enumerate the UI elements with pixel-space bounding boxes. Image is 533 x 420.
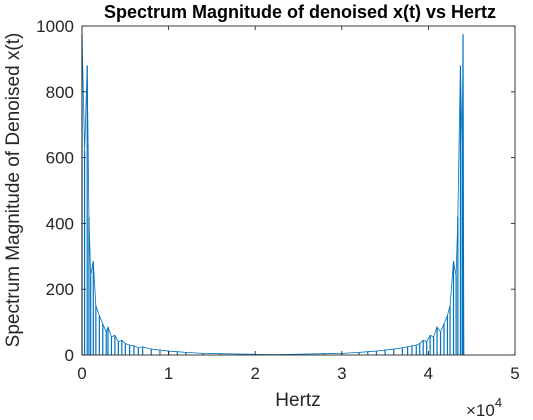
y-tick-label: 200 xyxy=(46,280,74,299)
axes-box xyxy=(81,25,516,356)
series-0 xyxy=(81,34,465,356)
y-tick-label: 1000 xyxy=(36,17,74,36)
y-tick-label: 600 xyxy=(46,149,74,168)
y-tick-label: 800 xyxy=(46,83,74,102)
x-axis-label: Hertz xyxy=(275,390,320,411)
y-axis-label: Spectrum Magnitude of Denoised x(t) xyxy=(3,33,24,348)
y-axis: 0 200 400 600 800 1000 xyxy=(36,17,515,365)
x-exponent-base: ×10 xyxy=(466,401,495,420)
plot-area xyxy=(81,25,516,356)
x-exponent-power: 4 xyxy=(495,395,502,410)
x-tick-label: 2 xyxy=(250,364,259,383)
x-axis-exponent: ×104 xyxy=(466,395,502,420)
x-tick-label: 5 xyxy=(510,364,519,383)
x-tick-label: 1 xyxy=(164,364,173,383)
x-tick-label: 0 xyxy=(77,364,86,383)
chart-title: Spectrum Magnitude of denoised x(t) vs H… xyxy=(104,2,496,22)
y-tick-label: 400 xyxy=(46,214,74,233)
spectrum-line xyxy=(81,34,465,356)
x-tick-label: 4 xyxy=(424,364,433,383)
series-layer xyxy=(81,34,465,356)
x-tick-label: 3 xyxy=(337,364,346,383)
y-tick-label: 0 xyxy=(65,346,74,365)
x-axis: 0 1 2 3 4 5 xyxy=(77,26,520,383)
